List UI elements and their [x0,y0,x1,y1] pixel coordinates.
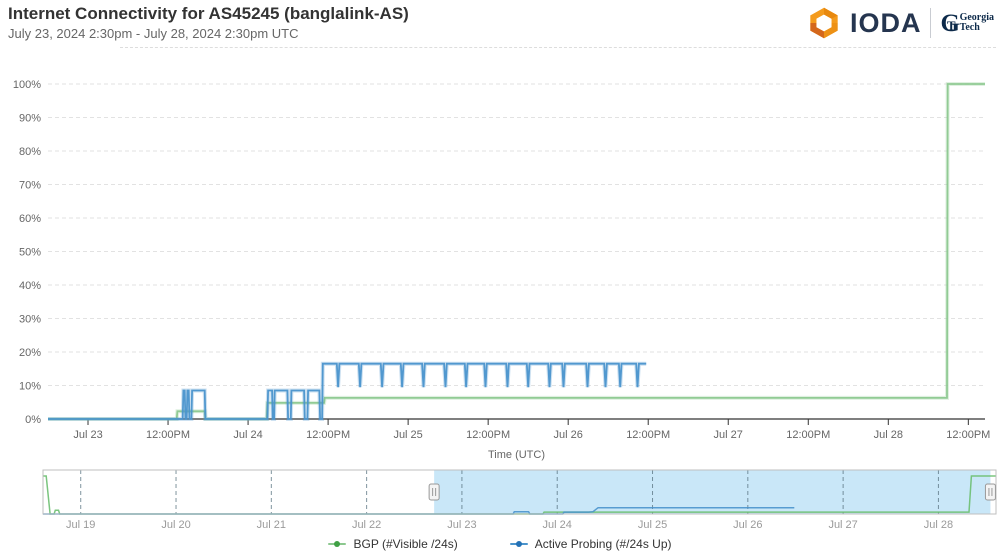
georgia-tech-logo[interactable]: GT Georgia Tech [940,11,994,36]
x-axis-label: Jul 28 [874,429,903,441]
y-axis-label: 80% [19,146,41,158]
navigator-date-label: Jul 24 [543,519,572,531]
navigator-date-label: Jul 23 [447,519,476,531]
bgp-legend-marker-icon [328,541,347,547]
navigator-selection[interactable] [434,470,991,514]
x-axis-label: 12:00PM [786,429,830,441]
ioda-logo[interactable]: IODA [849,7,922,38]
x-axis-title: Time (UTC) [488,449,545,461]
x-axis-label: Jul 23 [73,429,102,441]
x-axis-label: 12:00PM [146,429,190,441]
navigator-date-label: Jul 26 [733,519,762,531]
navigator-date-label: Jul 28 [924,519,953,531]
logo-group: IODA GT Georgia Tech [807,6,994,40]
x-axis-label: Jul 27 [714,429,743,441]
navigator-border [42,469,997,515]
gt-text-line2: Tech [959,22,980,33]
y-axis-label: 70% [19,180,41,192]
chart-legend: BGP (#Visible /24s) Active Probing (#/24… [0,537,1000,551]
y-axis-label: 50% [19,247,41,259]
y-axis-label: 20% [19,347,41,359]
page-title: Internet Connectivity for AS45245 (bangl… [8,4,409,23]
navigator-date-label: Jul 25 [638,519,667,531]
x-axis-label: 12:00PM [466,429,510,441]
x-axis-label: 12:00PM [946,429,990,441]
bgp-legend-label: BGP (#Visible /24s) [353,537,458,551]
navigator-date-label: Jul 19 [66,519,95,531]
y-axis-label: 10% [19,381,41,393]
main-chart[interactable]: 0% 10% 20% 30% 40% 50% 60% 70% 80% 90% 100% Jul 23 1… [0,18,1000,463]
x-axis-label: Jul 25 [393,429,422,441]
navigator-date-label: Jul 22 [352,519,381,531]
navigator-date-label: Jul 21 [257,519,286,531]
x-axis-label: 12:00PM [626,429,670,441]
navigator-left-handle[interactable] [428,483,440,501]
probing-legend-marker-icon [509,541,528,547]
x-axis-label: Jul 26 [554,429,583,441]
x-axis-label: 12:00PM [306,429,350,441]
legend-item-active-probing[interactable]: Active Probing (#/24s Up) [509,537,672,551]
navigator-date-label: Jul 20 [161,519,190,531]
header-divider [120,47,996,48]
series-halo [48,361,647,421]
gt-text-line1: Georgia [959,11,994,23]
date-range-subtitle: July 23, 2024 2:30pm - July 28, 2024 2:3… [8,26,299,41]
x-axis-label: Jul 24 [233,429,262,441]
y-axis-label: 0% [25,414,41,426]
y-axis-label: 100% [13,79,41,91]
legend-item-bgp[interactable]: BGP (#Visible /24s) [328,537,458,551]
gt-mark-icon: GT [940,9,960,37]
ioda-hexagon-icon [810,7,838,39]
logo-divider [930,8,932,38]
y-axis-label: 90% [19,113,41,125]
probing-series-line [48,362,647,420]
navigator-date-label: Jul 27 [828,519,857,531]
probing-legend-label: Active Probing (#/24s Up) [534,537,672,551]
navigator-chart[interactable]: Jul 19 Jul 20 Jul 21 Jul 22 Jul 23 Jul 24 Jul … [0,465,1000,537]
y-axis-label: 30% [19,314,41,326]
y-axis-label: 60% [19,213,41,225]
navigator-right-handle[interactable] [984,483,996,501]
y-axis-label: 40% [19,280,41,292]
navigator-bgp-line [43,475,996,515]
